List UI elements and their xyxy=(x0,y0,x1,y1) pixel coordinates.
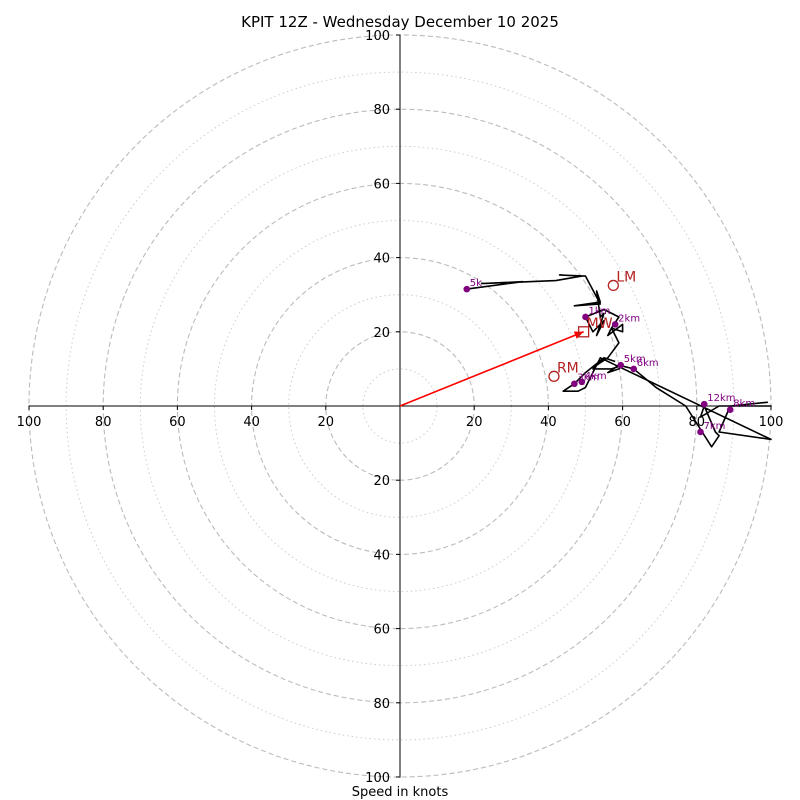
height-marker-3km xyxy=(571,380,578,388)
height-marker-7km xyxy=(697,428,704,436)
y-tick-label: 60 xyxy=(373,177,390,192)
tick-labels: 100 80 60 40 20 20 40 60 80 100 20 40 60 80 100 20 40 60 8… xyxy=(17,29,784,786)
x-tick-label: 20 xyxy=(466,415,483,430)
x-tick-label: 40 xyxy=(540,415,557,430)
height-label-7km: 7km xyxy=(704,421,726,432)
height-label-3km: 3km xyxy=(577,373,599,384)
height-marker-5k xyxy=(463,285,471,293)
height-label-2km: 2km xyxy=(618,313,640,324)
x-tick-label: 80 xyxy=(95,415,112,430)
height-marker-2km xyxy=(611,321,619,328)
height-marker-1km xyxy=(582,313,589,321)
height-label-8km: 8km xyxy=(733,399,755,410)
x-tick-label: 20 xyxy=(318,415,335,430)
x-tick-label: 100 xyxy=(759,415,784,430)
height-label-6km: 6km xyxy=(637,358,659,369)
storm-motion-marker-RM xyxy=(548,370,560,382)
y-tick-label: 100 xyxy=(365,771,390,786)
chart-title: KPIT 12Z - Wednesday December 10 2025 xyxy=(241,13,559,31)
height-label-4km: 4km xyxy=(585,371,607,382)
height-marker-5km xyxy=(617,361,625,369)
height-marker-4km xyxy=(578,378,586,386)
storm-motion-markers: LM RM MW xyxy=(548,269,636,382)
y-tick-label: 100 xyxy=(365,29,390,44)
shear-vector-line xyxy=(399,331,584,407)
height-label-5k: 5k xyxy=(470,278,482,289)
height-marker-6km xyxy=(630,365,638,373)
x-tick-label: 60 xyxy=(169,415,186,430)
storm-motion-label-RM: RM xyxy=(557,360,579,376)
y-tick-label: 60 xyxy=(373,623,390,638)
height-label-5km: 5km xyxy=(624,354,646,365)
height-label-1km: 1km xyxy=(589,306,611,317)
y-tick-label: 40 xyxy=(373,548,390,563)
y-tick-label: 40 xyxy=(373,252,390,267)
height-label-12km: 12km xyxy=(707,393,735,404)
y-tick-label: 20 xyxy=(373,474,390,489)
storm-motion-marker-LM xyxy=(607,279,619,292)
y-tick-label: 20 xyxy=(373,326,390,341)
y-tick-label: 80 xyxy=(373,697,390,712)
x-tick-label: 40 xyxy=(243,415,260,430)
x-axis-label: Speed in knots xyxy=(352,785,449,800)
storm-motion-label-MW: MW xyxy=(587,316,613,332)
hodograph-trace-layer xyxy=(466,274,772,448)
hodograph-trace xyxy=(466,274,772,448)
storm-motion-marker-MW xyxy=(577,326,590,338)
x-tick-label: 100 xyxy=(17,415,42,430)
height-marker-12km xyxy=(700,400,708,408)
y-tick-label: 80 xyxy=(373,103,390,118)
storm-motion-label-LM: LM xyxy=(616,269,636,285)
x-tick-label: 60 xyxy=(614,415,631,430)
height-marker-8km xyxy=(726,406,734,414)
